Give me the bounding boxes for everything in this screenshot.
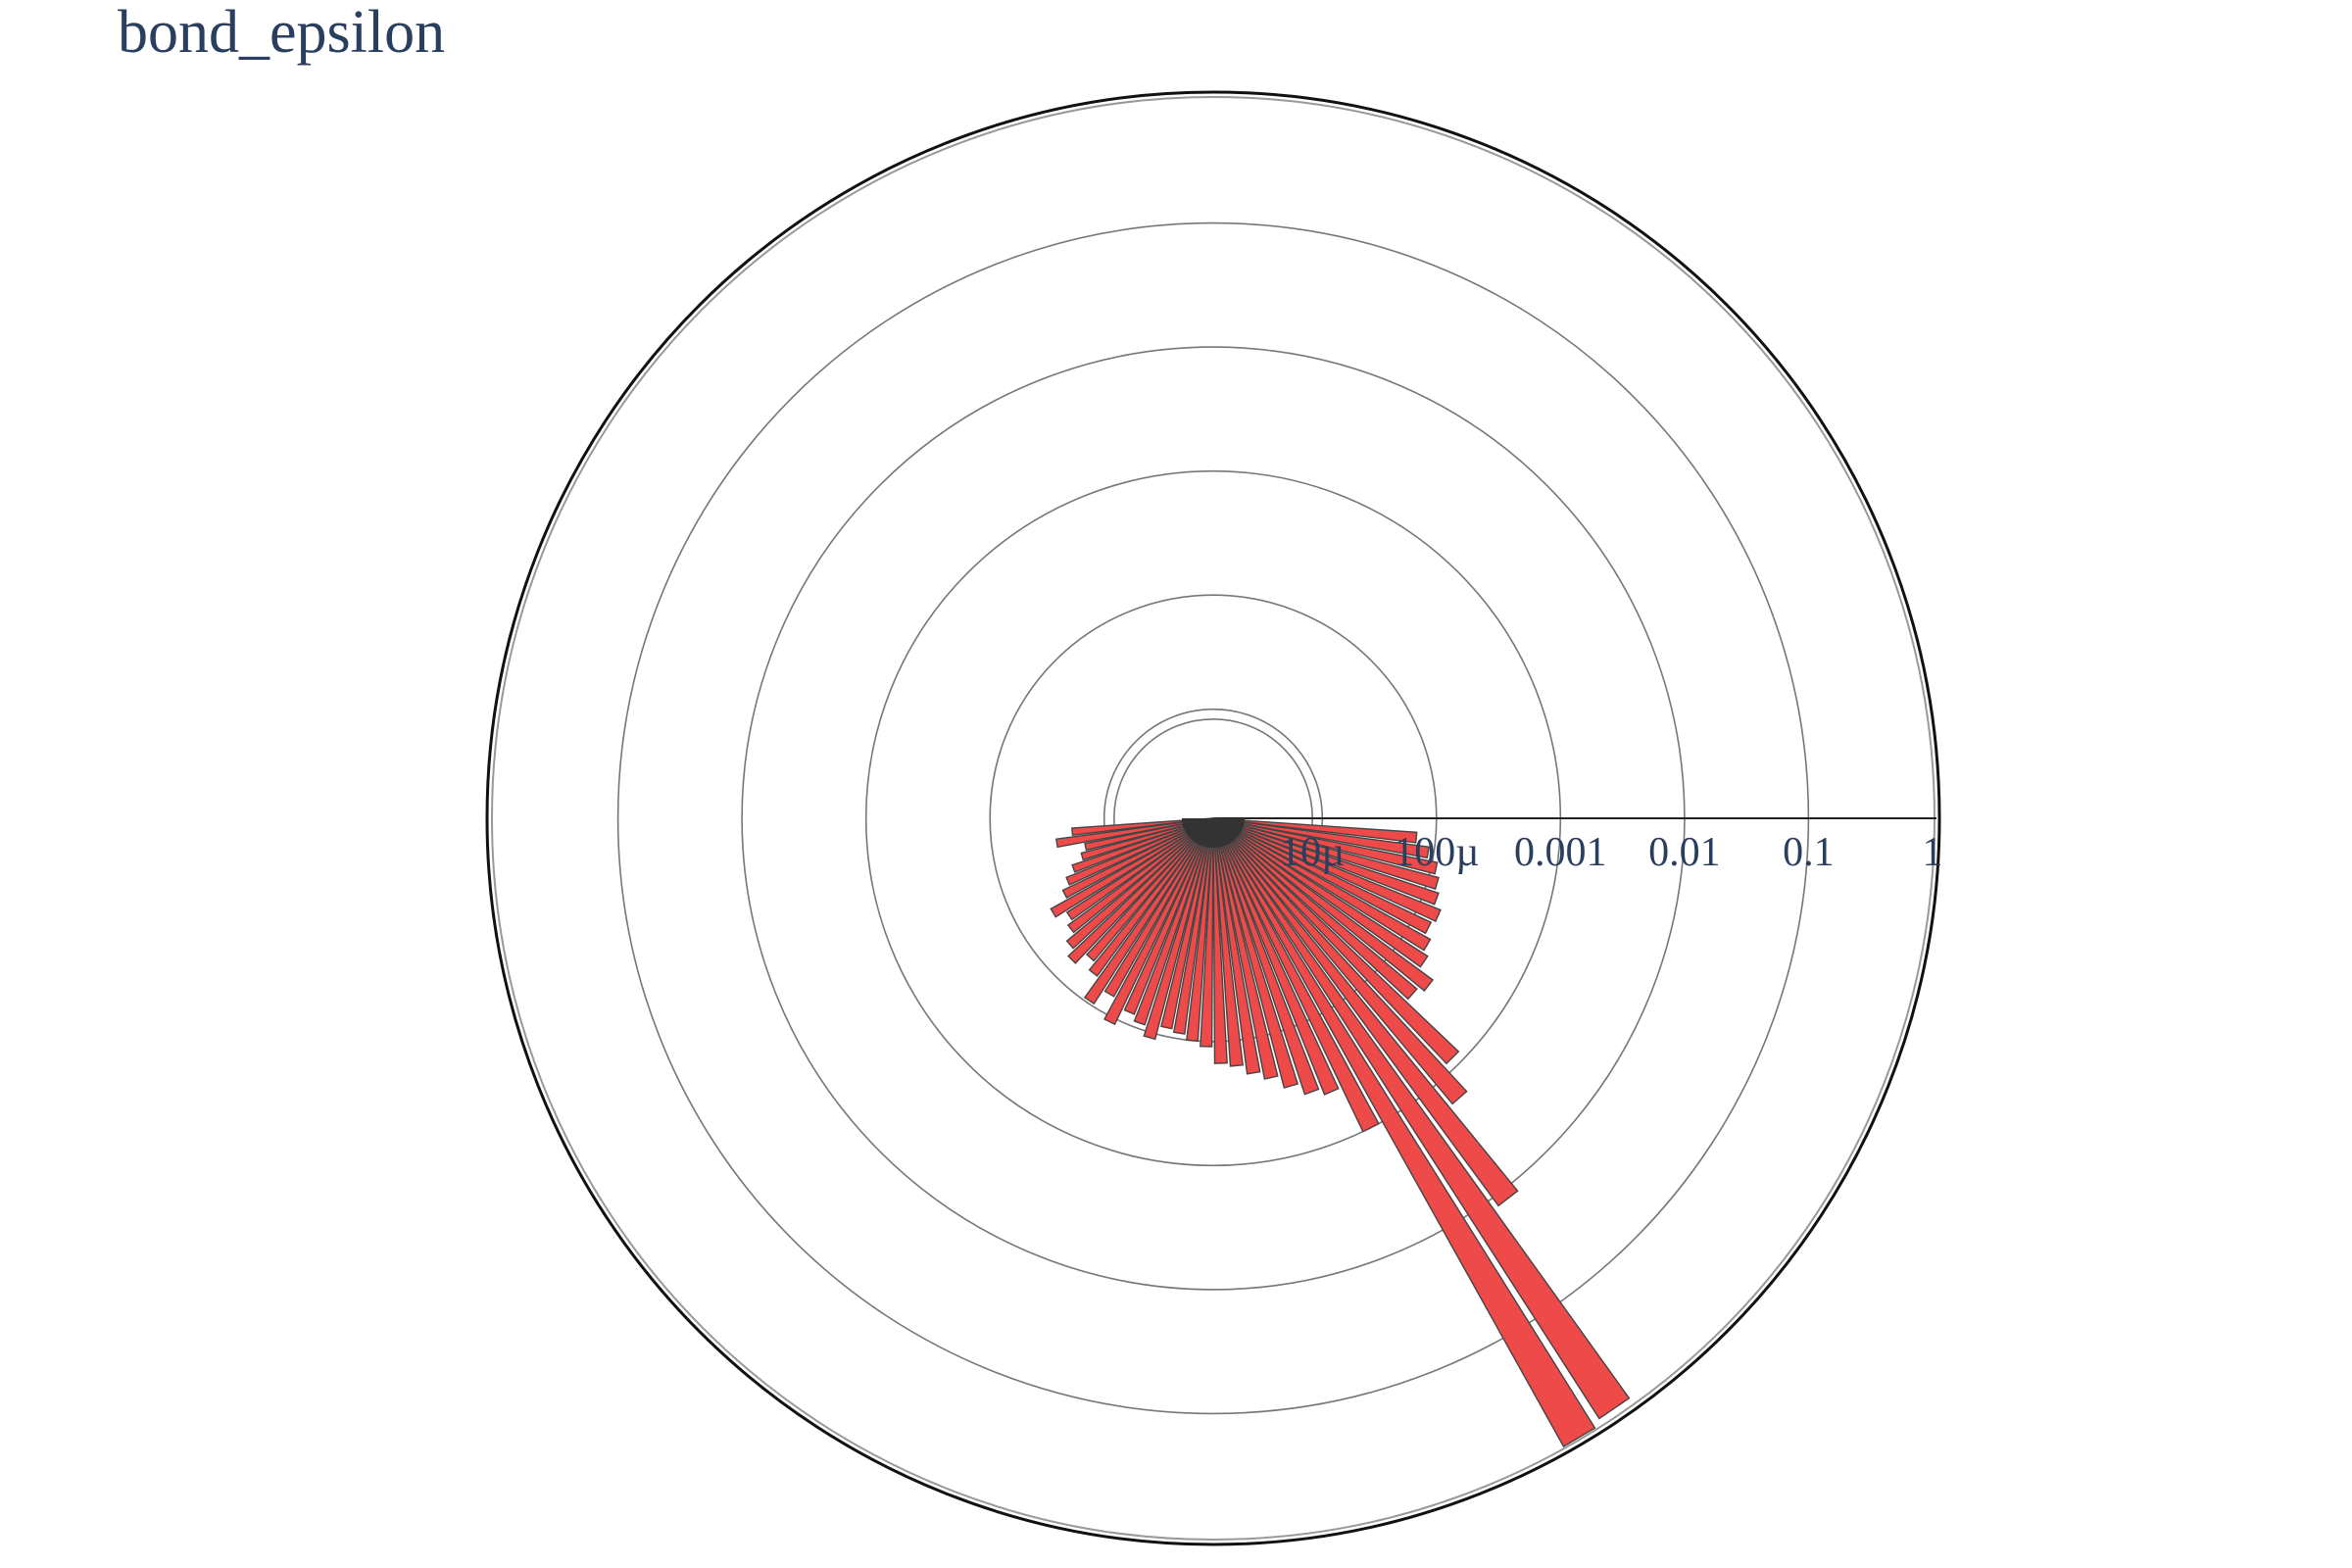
bars-group [1050,817,1631,1447]
polar-bar [1212,817,1433,935]
polar-bar [1212,817,1442,923]
polar-bar [1143,817,1214,1041]
chart-title: bond_epsilon [118,0,446,66]
polar-bar [1212,817,1320,1096]
polar-bar [1212,817,1340,1096]
polar-bar [1212,817,1439,875]
polar-bar [1083,817,1214,1005]
polar-bar [1065,817,1214,886]
polar-bar [1212,817,1430,859]
polar-bar [1065,817,1214,950]
polar-bar [1212,817,1228,1064]
radial-tick-label: 0.001 [1514,830,1607,875]
polar-bar [1088,817,1214,977]
polar-bar [1200,817,1214,1048]
radial-tick-labels: 10µ 100µ 0.001 0.01 0.1 1 [1280,830,1942,875]
polar-bar [1212,817,1460,1065]
polar-bar [1212,817,1279,1080]
polar-bar [1212,817,1418,1001]
polar-bar [1212,817,1440,906]
polar-bar [1212,817,1432,952]
center-hub [1182,818,1245,848]
polar-bar [1123,817,1214,1015]
polar-bar [1071,817,1214,836]
polar-bar [1212,817,1596,1447]
polar-bar [1071,817,1214,873]
polar-bar [1212,817,1440,890]
polar-bar [1212,817,1468,1105]
polar-bar [1212,817,1244,1067]
polar-bar [1103,817,1214,1026]
radial-tick-label: 0.01 [1648,830,1721,875]
radial-tick-label: 0.1 [1783,830,1835,875]
polar-bar [1212,817,1261,1075]
polar-bar [1085,817,1214,962]
radial-tick-label: 100µ [1394,830,1479,875]
polar-bar [1065,817,1214,921]
radial-tick-label: 1 [1923,830,1943,875]
polar-bar [1084,817,1214,852]
polar-bar [1212,817,1299,1089]
polar-bar [1067,817,1214,964]
polar-bar [1066,817,1214,934]
polar-bar [1212,817,1631,1420]
polar-bar [1212,817,1429,968]
polar-bar [1133,817,1214,1026]
outer-ring [485,90,1941,1546]
polar-bar [1212,817,1434,992]
polar-bar [1172,817,1214,1035]
polar-bar [1061,817,1214,899]
polar-bar [1103,817,1214,998]
radial-tick-label: 10µ [1280,830,1345,875]
polar-bar [1050,817,1214,918]
polar-bar [1212,817,1380,1133]
polar-bar [1080,817,1214,861]
polar-bar [1160,817,1214,1030]
polar-bar [1054,817,1214,849]
polar-bar [1212,817,1519,1207]
polar-bar [1186,817,1214,1043]
